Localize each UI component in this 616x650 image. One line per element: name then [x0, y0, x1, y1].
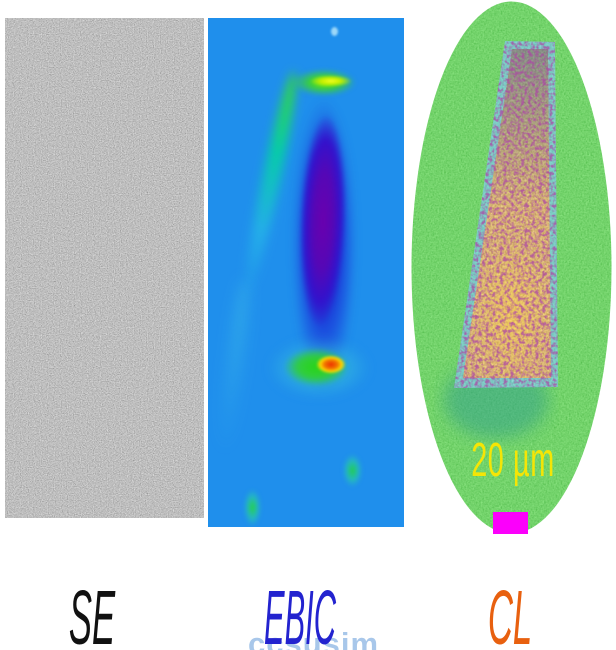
ebic-small-spot-right: [343, 454, 362, 487]
ebic-tiny-dot-top: [331, 27, 338, 36]
scale-label: 20 µm: [471, 434, 555, 487]
panel-label-cl: CL: [487, 575, 533, 650]
watermark: ccsusim: [248, 626, 380, 650]
cl-micrograph: [408, 0, 616, 540]
scale-bar: [493, 512, 528, 534]
ebic-small-spot-left: [244, 489, 261, 526]
se-micrograph: [5, 18, 204, 518]
panel-label-se: SE: [68, 575, 116, 650]
cl-purple-speckle: [454, 41, 558, 388]
ebic-hook-yellow-core: [310, 75, 352, 87]
ebic-hotspot-red-core: [316, 355, 346, 374]
cl-image: [411, 1, 612, 534]
ebic-micrograph: [208, 18, 404, 527]
ebic-faint-tail-streak: [216, 279, 252, 455]
panel-label-ebic: EBIC: [264, 575, 336, 650]
se-noise-image: [5, 18, 204, 518]
